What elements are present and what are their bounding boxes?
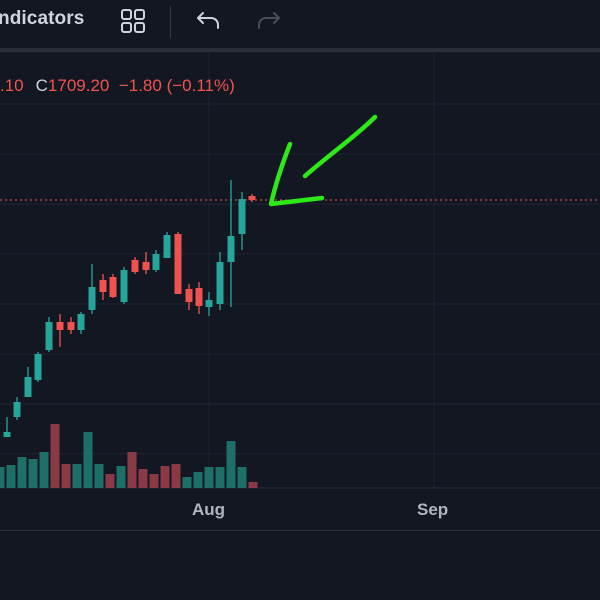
candle <box>120 267 128 304</box>
volume-bar <box>127 452 137 488</box>
volume-bar <box>171 464 181 488</box>
candle <box>185 284 193 310</box>
volume-bar <box>6 465 16 488</box>
candle <box>56 314 64 347</box>
volume-bar <box>28 459 38 488</box>
top-toolbar: ndicators <box>0 0 600 48</box>
grid-2x2-icon[interactable] <box>118 6 148 36</box>
volume-bar <box>160 466 170 488</box>
candlesticks <box>3 180 256 437</box>
candle <box>216 252 224 310</box>
volume-bar <box>0 467 5 488</box>
candle <box>34 352 42 382</box>
price-chart[interactable] <box>0 52 600 532</box>
candle <box>131 257 139 274</box>
ohlc-partial-value: .10 <box>0 76 24 95</box>
toolbar-separator <box>0 48 600 52</box>
candle <box>205 292 213 316</box>
volume-bar <box>215 467 225 488</box>
candle <box>45 317 53 352</box>
close-label: C <box>35 76 48 95</box>
volume-bars <box>0 424 258 488</box>
volume-bar <box>83 432 93 488</box>
time-axis-border <box>0 530 600 531</box>
redo-icon[interactable] <box>254 6 284 36</box>
candle <box>248 194 256 202</box>
candle <box>227 180 235 307</box>
candle <box>3 417 11 437</box>
candle <box>142 252 150 274</box>
candle <box>195 282 203 314</box>
volume-bar <box>94 464 104 488</box>
volume-bar <box>61 464 71 488</box>
volume-bar <box>149 474 159 488</box>
candle <box>88 264 96 314</box>
close-value: 1709.20 <box>47 76 110 95</box>
candle <box>152 250 160 272</box>
volume-bar <box>182 477 192 488</box>
candle <box>163 232 171 258</box>
volume-bar <box>50 424 60 488</box>
time-axis-label-aug: Aug <box>192 500 226 519</box>
candle <box>13 397 21 420</box>
candle <box>77 312 85 334</box>
volume-bar <box>17 457 27 488</box>
toolbar-divider <box>170 6 171 38</box>
indicators-button[interactable]: ndicators <box>0 8 85 29</box>
annotation-arrow <box>268 114 378 207</box>
volume-bar <box>237 467 247 488</box>
change-value: −1.80 (−0.11%) <box>118 76 235 95</box>
chart-grid <box>0 52 600 489</box>
volume-bar <box>116 466 126 488</box>
candle <box>24 367 32 397</box>
volume-bar <box>248 482 258 488</box>
time-axis-label-sep: Sep <box>417 500 449 519</box>
volume-bar <box>204 467 214 488</box>
volume-bar <box>138 469 148 488</box>
volume-bar <box>193 472 203 488</box>
volume-bar <box>39 452 49 488</box>
candle <box>67 317 75 334</box>
candle <box>174 232 182 294</box>
volume-bar <box>226 441 236 488</box>
candle <box>109 274 117 298</box>
candle <box>238 192 246 250</box>
ohlc-legend: .10 C1709.20 −1.80 (−0.11%) <box>0 76 235 96</box>
volume-bar <box>105 474 115 488</box>
candle <box>99 274 107 300</box>
volume-bar <box>72 464 82 488</box>
undo-icon[interactable] <box>193 6 223 36</box>
